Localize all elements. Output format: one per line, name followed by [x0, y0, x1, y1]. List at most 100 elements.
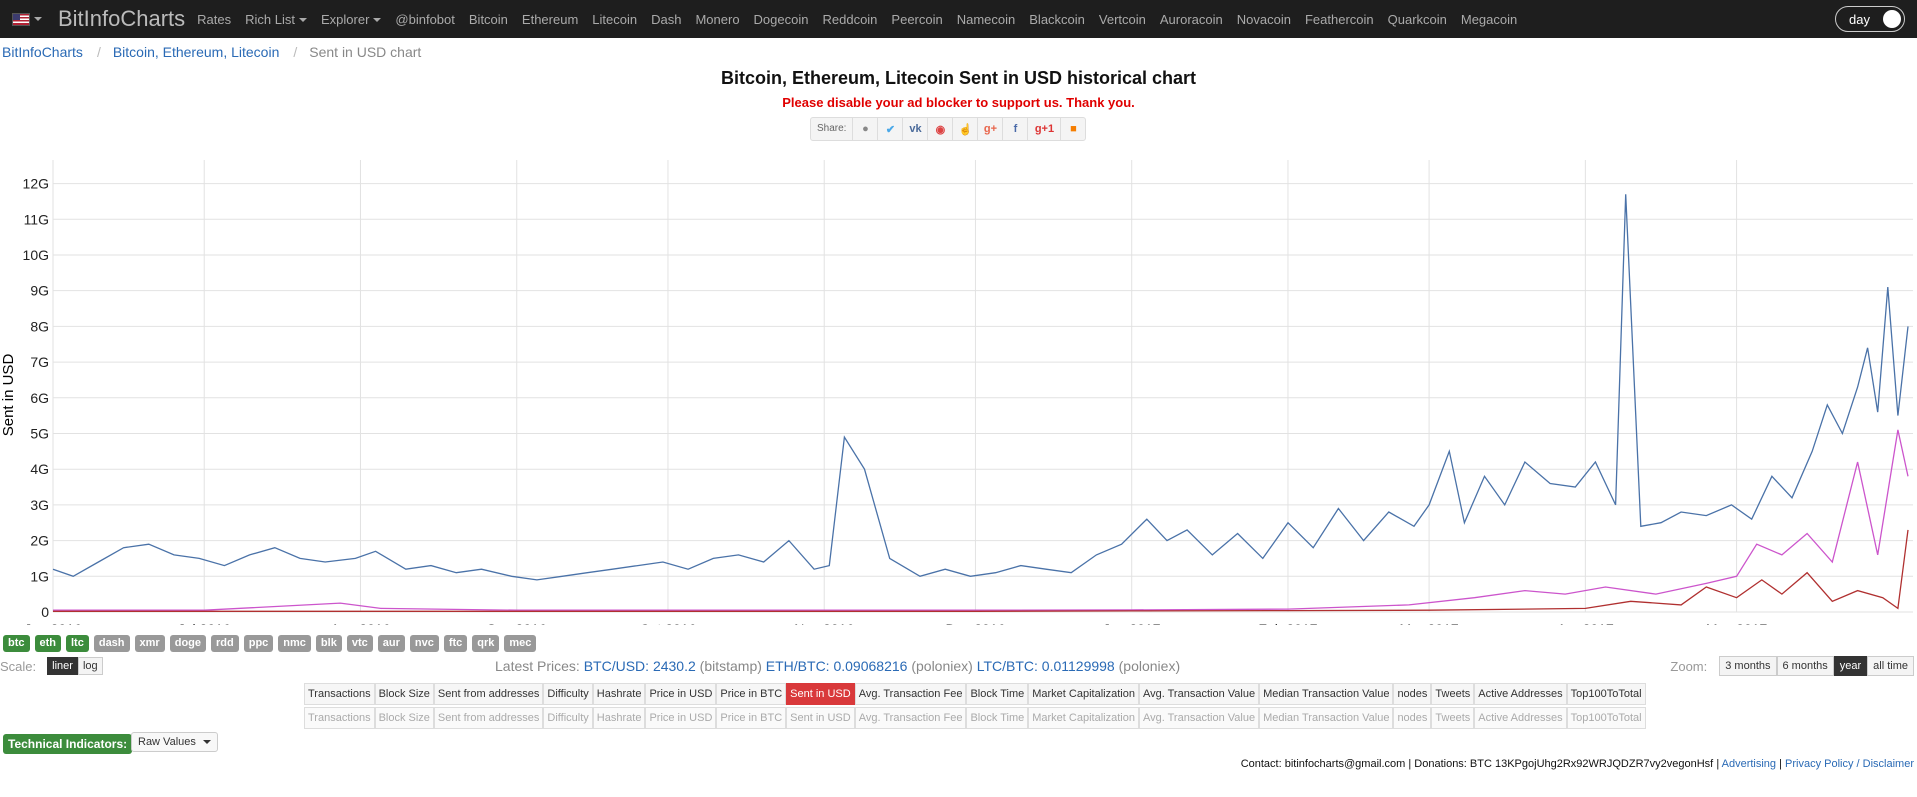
metric-tab-hashrate[interactable]: Hashrate — [592, 683, 646, 705]
metric-tab-price-in-btc[interactable]: Price in BTC — [716, 683, 787, 705]
metric-tab-avg-transaction-value[interactable]: Avg. Transaction Value — [1138, 707, 1260, 729]
zoom-option-3-months[interactable]: 3 months — [1719, 656, 1777, 676]
nav-item-ethereum[interactable]: Ethereum — [522, 12, 578, 27]
coin-toggle-mec[interactable]: mec — [504, 635, 537, 652]
breadcrumb-home[interactable]: BitInfoCharts — [2, 44, 83, 60]
googleplus-icon[interactable]: g+ — [978, 118, 1004, 140]
metric-tab-tweets[interactable]: Tweets — [1431, 707, 1475, 729]
zoom-option-all-time[interactable]: all time — [1867, 656, 1914, 676]
blogger-icon[interactable]: ■ — [1070, 123, 1077, 135]
coin-toggle-nvc[interactable]: nvc — [409, 635, 439, 652]
coin-toggle-qrk[interactable]: qrk — [472, 635, 500, 652]
nav-item-peercoin[interactable]: Peercoin — [891, 12, 942, 27]
metric-tab-top100tototal[interactable]: Top100ToTotal — [1566, 707, 1646, 729]
metric-tab-active-addresses[interactable]: Active Addresses — [1474, 707, 1567, 729]
ltc-btc-pair[interactable]: LTC/BTC: — [976, 658, 1038, 674]
coin-toggle-rdd[interactable]: rdd — [211, 635, 239, 652]
metric-tab-transactions[interactable]: Transactions — [304, 683, 375, 705]
chevron-down-icon[interactable] — [34, 17, 42, 21]
metric-tab-sent-from-addresses[interactable]: Sent from addresses — [433, 707, 544, 729]
coin-toggle-btc[interactable]: btc — [3, 635, 30, 652]
btc-usd-value[interactable]: 2430.2 — [652, 658, 696, 674]
metric-tab-price-in-usd[interactable]: Price in USD — [645, 683, 717, 705]
metric-tab-avg-transaction-fee[interactable]: Avg. Transaction Fee — [854, 683, 967, 705]
coin-toggle-eth[interactable]: eth — [34, 635, 61, 652]
metric-tab-market-capitalization[interactable]: Market Capitalization — [1028, 707, 1139, 729]
metric-tab-price-in-btc[interactable]: Price in BTC — [716, 707, 787, 729]
us-flag-icon[interactable] — [12, 12, 30, 26]
metric-tab-market-capitalization[interactable]: Market Capitalization — [1028, 683, 1139, 705]
coin-toggle-aur[interactable]: aur — [377, 635, 405, 652]
metric-tab-sent-from-addresses[interactable]: Sent from addresses — [433, 683, 544, 705]
zoom-option-year[interactable]: year — [1833, 656, 1868, 676]
reddit-icon[interactable]: ● — [853, 118, 879, 140]
metric-tab-transactions[interactable]: Transactions — [304, 707, 375, 729]
eth-btc-value[interactable]: 0.09068216 — [833, 658, 908, 674]
nav-item-monero[interactable]: Monero — [695, 12, 739, 27]
indicator-select[interactable]: Raw Values — [131, 732, 218, 752]
scale-liner-button[interactable]: liner — [47, 657, 78, 675]
metric-tab-block-size[interactable]: Block Size — [374, 707, 434, 729]
coin-toggle-nmc[interactable]: nmc — [278, 635, 311, 652]
sent-in-usd-chart[interactable]: 0 1G 2G 3G 4G 5G 6G 7G 8G 9G 10G 11G 12G Jun 2016 Jul… — [0, 155, 1917, 625]
metric-tab-block-time[interactable]: Block Time — [966, 683, 1029, 705]
nav-item-explorer[interactable]: Explorer — [321, 12, 382, 27]
coin-toggle-dash[interactable]: dash — [93, 635, 130, 652]
nav-item-rates[interactable]: Rates — [197, 12, 231, 27]
nav-item-bitcoin[interactable]: Bitcoin — [469, 12, 508, 27]
coin-toggle-xmr[interactable]: xmr — [134, 635, 165, 652]
vk-icon[interactable]: vk — [903, 118, 929, 140]
metric-tab-sent-in-usd[interactable]: Sent in USD — [786, 707, 855, 729]
metric-tab-avg-transaction-fee[interactable]: Avg. Transaction Fee — [854, 707, 967, 729]
privacy-link[interactable]: Privacy Policy / Disclaimer — [1785, 758, 1914, 770]
metric-tab-avg-transaction-value[interactable]: Avg. Transaction Value — [1138, 683, 1260, 705]
nav-item-dogecoin[interactable]: Dogecoin — [754, 12, 809, 27]
nav-item-quarkcoin[interactable]: Quarkcoin — [1388, 12, 1447, 27]
metric-tab-hashrate[interactable]: Hashrate — [592, 707, 646, 729]
metric-tab-difficulty[interactable]: Difficulty — [543, 683, 593, 705]
day-night-toggle[interactable]: day — [1835, 6, 1905, 32]
zoom-option-6-months[interactable]: 6 months — [1776, 656, 1834, 676]
weibo-icon[interactable]: ◉ — [928, 118, 954, 140]
nav-item-feathercoin[interactable]: Feathercoin — [1305, 12, 1374, 27]
metric-tab-top100tototal[interactable]: Top100ToTotal — [1566, 683, 1646, 705]
metric-tab-nodes[interactable]: nodes — [1393, 707, 1432, 729]
nav-item-litecoin[interactable]: Litecoin — [592, 12, 637, 27]
nav-item-reddcoin[interactable]: Reddcoin — [822, 12, 877, 27]
googleplus-one-icon[interactable]: g+1 — [1028, 118, 1062, 140]
metric-tab-median-transaction-value[interactable]: Median Transaction Value — [1259, 683, 1394, 705]
scale-log-button[interactable]: log — [77, 657, 103, 675]
nav-item-novacoin[interactable]: Novacoin — [1237, 12, 1291, 27]
metric-tab-sent-in-usd[interactable]: Sent in USD — [786, 683, 855, 705]
metric-tab-price-in-usd[interactable]: Price in USD — [645, 707, 717, 729]
nav-item-megacoin[interactable]: Megacoin — [1461, 12, 1517, 27]
ltc-btc-value[interactable]: 0.01129998 — [1041, 658, 1115, 674]
nav-item-dash[interactable]: Dash — [651, 12, 681, 27]
metric-tab-active-addresses[interactable]: Active Addresses — [1474, 683, 1567, 705]
nav-item-blackcoin[interactable]: Blackcoin — [1029, 12, 1085, 27]
btc-usd-pair[interactable]: BTC/USD: — [583, 658, 650, 674]
coin-toggle-ftc[interactable]: ftc — [443, 635, 468, 652]
eth-btc-pair[interactable]: ETH/BTC: — [765, 658, 830, 674]
metric-tab-median-transaction-value[interactable]: Median Transaction Value — [1259, 707, 1394, 729]
metric-tab-tweets[interactable]: Tweets — [1431, 683, 1475, 705]
nav-item-auroracoin[interactable]: Auroracoin — [1160, 12, 1223, 27]
like-icon[interactable]: ☝ — [953, 118, 979, 140]
metric-tab-block-time[interactable]: Block Time — [966, 707, 1029, 729]
nav-item-namecoin[interactable]: Namecoin — [957, 12, 1016, 27]
coin-toggle-vtc[interactable]: vtc — [346, 635, 373, 652]
nav-item-rich-list[interactable]: Rich List — [245, 12, 307, 27]
coin-toggle-blk[interactable]: blk — [315, 635, 342, 652]
breadcrumb-section[interactable]: Bitcoin, Ethereum, Litecoin — [112, 44, 280, 60]
brand-logo[interactable]: BitInfoCharts — [58, 6, 186, 31]
coin-toggle-doge[interactable]: doge — [169, 635, 206, 652]
nav-item-vertcoin[interactable]: Vertcoin — [1099, 12, 1146, 27]
facebook-icon[interactable]: f — [1003, 118, 1029, 140]
advertising-link[interactable]: Advertising — [1721, 758, 1777, 770]
metric-tab-nodes[interactable]: nodes — [1393, 683, 1432, 705]
coin-toggle-ppc[interactable]: ppc — [243, 635, 274, 652]
coin-toggle-ltc[interactable]: ltc — [66, 635, 89, 652]
nav-item--binfobot[interactable]: @binfobot — [395, 12, 454, 27]
metric-tab-block-size[interactable]: Block Size — [374, 683, 434, 705]
metric-tab-difficulty[interactable]: Difficulty — [543, 707, 593, 729]
